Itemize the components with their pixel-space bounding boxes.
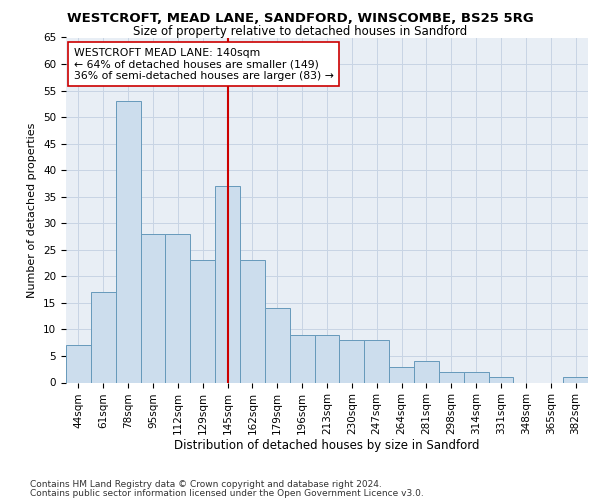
Bar — [439, 372, 464, 382]
Bar — [265, 308, 290, 382]
Bar — [66, 346, 91, 383]
Text: Contains HM Land Registry data © Crown copyright and database right 2024.: Contains HM Land Registry data © Crown c… — [30, 480, 382, 489]
Bar — [290, 334, 314, 382]
Bar — [563, 377, 588, 382]
Bar — [414, 362, 439, 382]
Text: WESTCROFT, MEAD LANE, SANDFORD, WINSCOMBE, BS25 5RG: WESTCROFT, MEAD LANE, SANDFORD, WINSCOMB… — [67, 12, 533, 26]
Bar — [116, 101, 140, 382]
Bar — [488, 377, 514, 382]
Bar — [166, 234, 190, 382]
Bar — [314, 334, 340, 382]
Text: Contains public sector information licensed under the Open Government Licence v3: Contains public sector information licen… — [30, 488, 424, 498]
Bar — [389, 366, 414, 382]
Bar — [340, 340, 364, 382]
Bar — [364, 340, 389, 382]
Y-axis label: Number of detached properties: Number of detached properties — [28, 122, 37, 298]
X-axis label: Distribution of detached houses by size in Sandford: Distribution of detached houses by size … — [174, 438, 480, 452]
Text: WESTCROFT MEAD LANE: 140sqm
← 64% of detached houses are smaller (149)
36% of se: WESTCROFT MEAD LANE: 140sqm ← 64% of det… — [74, 48, 334, 81]
Bar — [140, 234, 166, 382]
Text: Size of property relative to detached houses in Sandford: Size of property relative to detached ho… — [133, 25, 467, 38]
Bar — [240, 260, 265, 382]
Bar — [190, 260, 215, 382]
Bar — [464, 372, 488, 382]
Bar — [91, 292, 116, 382]
Bar — [215, 186, 240, 382]
